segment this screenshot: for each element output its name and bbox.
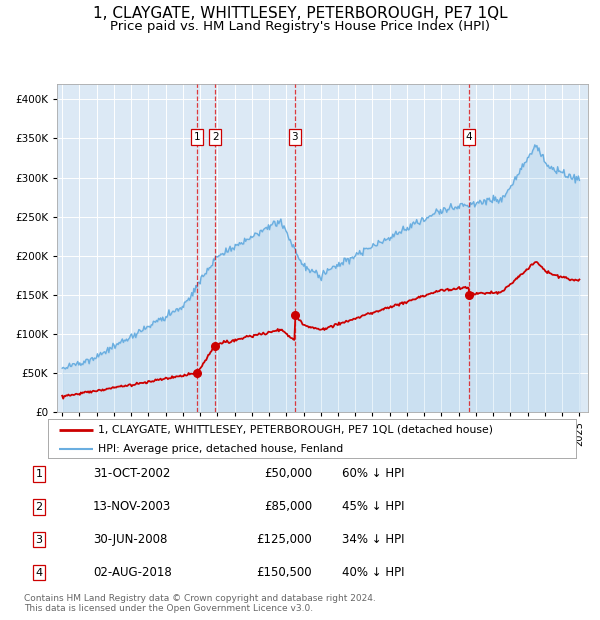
Text: 4: 4 bbox=[35, 567, 43, 578]
Text: 34% ↓ HPI: 34% ↓ HPI bbox=[342, 533, 404, 546]
Text: 31-OCT-2002: 31-OCT-2002 bbox=[93, 467, 170, 481]
Text: 02-AUG-2018: 02-AUG-2018 bbox=[93, 566, 172, 579]
Text: 30-JUN-2008: 30-JUN-2008 bbox=[93, 533, 167, 546]
Text: 1, CLAYGATE, WHITTLESEY, PETERBOROUGH, PE7 1QL (detached house): 1, CLAYGATE, WHITTLESEY, PETERBOROUGH, P… bbox=[98, 425, 493, 435]
Text: 60% ↓ HPI: 60% ↓ HPI bbox=[342, 467, 404, 481]
Text: 40% ↓ HPI: 40% ↓ HPI bbox=[342, 566, 404, 579]
Text: £125,000: £125,000 bbox=[256, 533, 312, 546]
Text: 1, CLAYGATE, WHITTLESEY, PETERBOROUGH, PE7 1QL: 1, CLAYGATE, WHITTLESEY, PETERBOROUGH, P… bbox=[92, 6, 508, 21]
Text: £85,000: £85,000 bbox=[264, 500, 312, 513]
Text: £50,000: £50,000 bbox=[264, 467, 312, 481]
Text: 3: 3 bbox=[35, 534, 43, 545]
Text: £150,500: £150,500 bbox=[256, 566, 312, 579]
Text: 4: 4 bbox=[466, 132, 472, 142]
Text: 3: 3 bbox=[292, 132, 298, 142]
Text: HPI: Average price, detached house, Fenland: HPI: Average price, detached house, Fenl… bbox=[98, 444, 343, 454]
Text: 1: 1 bbox=[194, 132, 200, 142]
Text: 13-NOV-2003: 13-NOV-2003 bbox=[93, 500, 171, 513]
Text: 45% ↓ HPI: 45% ↓ HPI bbox=[342, 500, 404, 513]
Text: Contains HM Land Registry data © Crown copyright and database right 2024.
This d: Contains HM Land Registry data © Crown c… bbox=[24, 594, 376, 613]
Text: Price paid vs. HM Land Registry's House Price Index (HPI): Price paid vs. HM Land Registry's House … bbox=[110, 20, 490, 33]
Text: 2: 2 bbox=[212, 132, 218, 142]
Text: 1: 1 bbox=[35, 469, 43, 479]
Text: 2: 2 bbox=[35, 502, 43, 512]
